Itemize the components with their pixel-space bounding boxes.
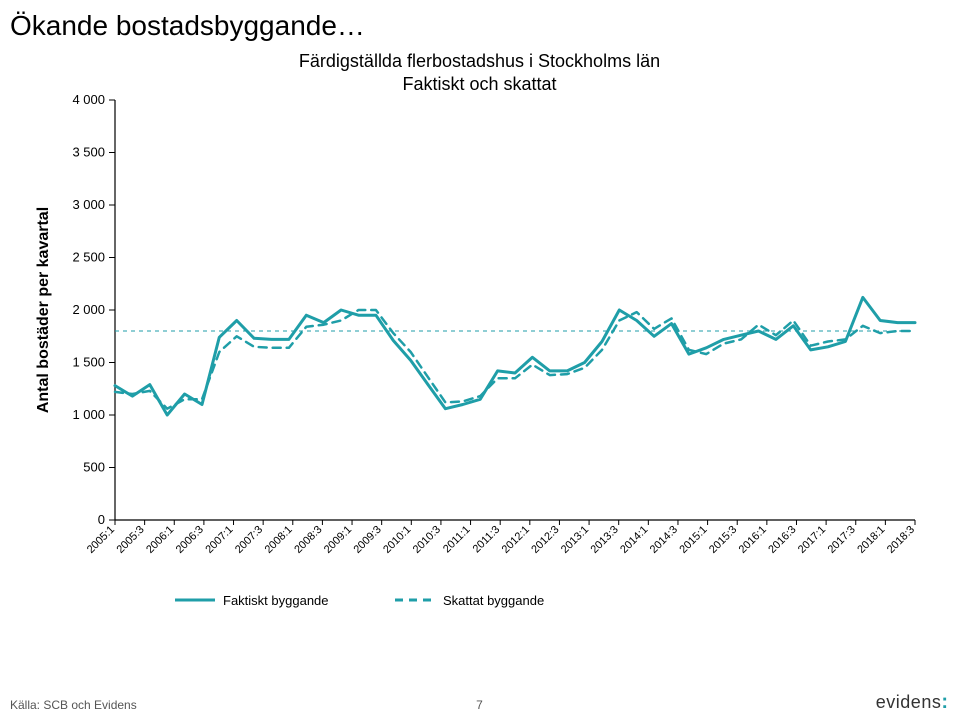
page-number: 7 (476, 698, 483, 712)
x-tick-label: 2016:1 (737, 524, 769, 556)
legend-label: Skattat byggande (443, 593, 544, 608)
x-tick-label: 2017:3 (826, 524, 858, 556)
x-tick-label: 2007:3 (233, 524, 265, 556)
logo-dots-icon: : (941, 691, 947, 713)
y-tick-label: 1 000 (72, 407, 105, 422)
x-tick-label: 2011:1 (441, 524, 473, 556)
x-tick-label: 2006:3 (174, 524, 206, 556)
series-skattat (115, 310, 915, 409)
y-tick-label: 3 000 (72, 197, 105, 212)
x-tick-label: 2011:3 (471, 524, 503, 556)
x-tick-label: 2012:3 (529, 524, 561, 556)
x-tick-label: 2014:3 (648, 524, 680, 556)
y-tick-label: 1 500 (72, 355, 105, 370)
x-tick-label: 2005:1 (85, 524, 117, 556)
y-tick-label: 0 (98, 512, 105, 527)
chart-svg: 0 500 1 000 1 500 2 000 2 500 3 000 3 500 4 000 A… (30, 90, 930, 650)
logo-text: evidens (876, 692, 942, 712)
x-tick-label: 2007:1 (203, 524, 235, 556)
footer-source: Källa: SCB och Evidens (10, 698, 137, 712)
x-tick-label: 2016:3 (766, 524, 798, 556)
x-tick-label: 2017:1 (796, 524, 828, 556)
chart-title-line1: Färdigställda flerbostadshus i Stockholm… (299, 51, 660, 71)
x-tick-label: 2006:1 (144, 524, 176, 556)
slide-title: Ökande bostadsbyggande… (10, 10, 365, 42)
x-tick-label: 2008:3 (292, 524, 324, 556)
x-tick-label: 2009:3 (352, 524, 384, 556)
x-tick-label: 2010:1 (381, 524, 413, 556)
x-tick-label: 2015:3 (707, 524, 739, 556)
x-tick-label: 2009:1 (322, 524, 354, 556)
x-tick-label: 2005:3 (114, 524, 146, 556)
y-tick-label: 500 (83, 460, 105, 475)
legend-label: Faktiskt byggande (223, 593, 329, 608)
logo: evidens: (876, 691, 947, 714)
y-tick-label: 2 500 (72, 250, 105, 265)
x-tick-label: 2010:3 (411, 524, 443, 556)
x-tick-label: 2013:3 (589, 524, 621, 556)
chart-area: 0 500 1 000 1 500 2 000 2 500 3 000 3 500 4 000 A… (30, 90, 930, 650)
x-tick-label: 2015:1 (677, 524, 709, 556)
x-tick-label: 2018:3 (885, 524, 917, 556)
x-tick-label: 2012:1 (500, 524, 532, 556)
y-tick-label: 2 000 (72, 302, 105, 317)
series-faktiskt (115, 297, 915, 415)
y-tick-label: 4 000 (72, 92, 105, 107)
x-tick-label: 2013:1 (559, 524, 591, 556)
x-tick-label: 2014:1 (618, 524, 650, 556)
x-tick-label: 2008:1 (263, 524, 295, 556)
y-tick-label: 3 500 (72, 145, 105, 160)
y-axis-label: Antal bostäder per kavartal (35, 207, 52, 413)
x-tick-label: 2018:1 (855, 524, 887, 556)
